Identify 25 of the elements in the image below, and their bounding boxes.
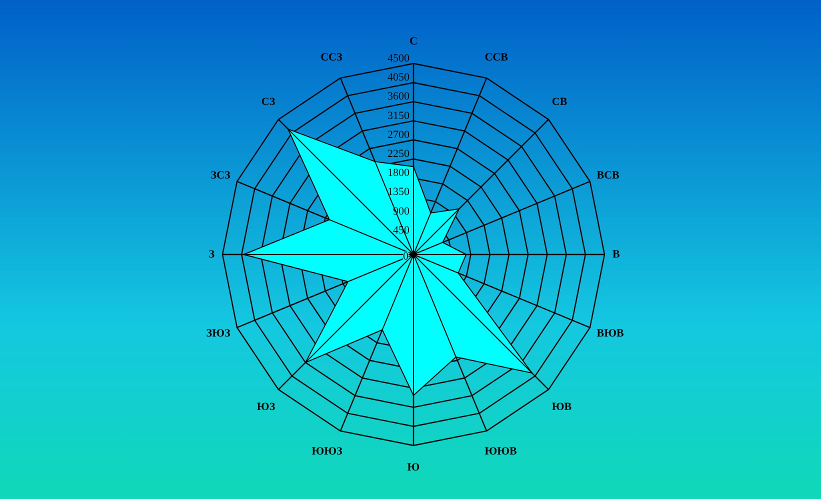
y-tick-label: 3150	[388, 110, 410, 122]
spoke-label: ВСВ	[596, 169, 620, 182]
spoke-label: ЮЮЗ	[312, 446, 342, 458]
y-tick-label: 2250	[388, 148, 410, 160]
y-tick-label: 4500	[388, 52, 410, 64]
spoke-label: ССВ	[484, 51, 509, 64]
y-tick-label: 1800	[388, 167, 410, 180]
spoke-label: СЗ	[261, 96, 276, 108]
spoke-label: С	[410, 36, 418, 48]
spoke-label: ЗЮЗ	[206, 328, 230, 340]
y-tick-label: 0	[403, 250, 409, 262]
spoke-label: ЗСЗ	[210, 169, 230, 182]
y-tick-label: 1350	[388, 186, 410, 198]
y-tick-label: 3600	[388, 90, 410, 103]
spoke-label: ВЮВ	[596, 328, 624, 340]
spoke-label: ССЗ	[320, 51, 342, 64]
spoke-label: Ю	[407, 462, 420, 474]
spoke-label: ЮЗ	[256, 400, 276, 413]
spoke-label: ЮЮВ	[484, 446, 518, 458]
spoke-label: СВ	[552, 96, 568, 108]
spoke-label: В	[612, 248, 620, 260]
spoke-label: ЮВ	[552, 400, 572, 413]
y-tick-label: 4050	[388, 72, 410, 84]
y-tick-label: 2700	[388, 128, 410, 141]
spoke-label: З	[208, 248, 215, 260]
